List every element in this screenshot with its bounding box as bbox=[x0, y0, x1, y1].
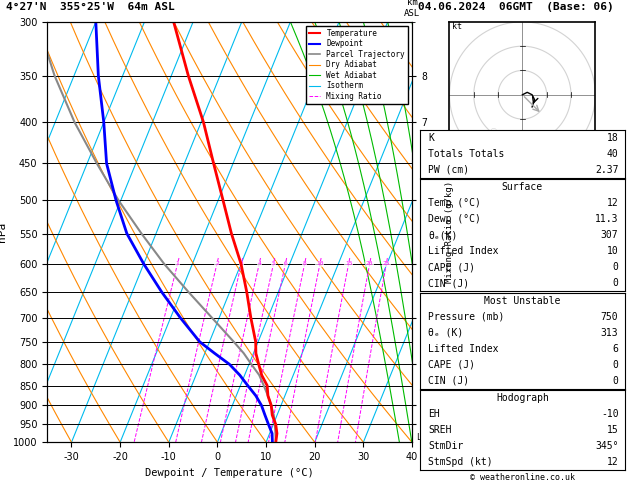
Text: CAPE (J): CAPE (J) bbox=[428, 360, 476, 369]
Text: CIN (J): CIN (J) bbox=[428, 376, 469, 385]
Text: θₑ(K): θₑ(K) bbox=[428, 230, 458, 240]
Text: ☉: ☉ bbox=[475, 144, 482, 153]
Text: 15: 15 bbox=[607, 425, 618, 435]
Text: 18: 18 bbox=[607, 133, 618, 142]
Text: 4°27'N  355°25'W  64m ASL: 4°27'N 355°25'W 64m ASL bbox=[6, 2, 175, 13]
Text: 2: 2 bbox=[215, 261, 219, 266]
Text: Mixing Ratio (g/kg): Mixing Ratio (g/kg) bbox=[445, 181, 454, 283]
Text: 12: 12 bbox=[607, 457, 618, 467]
Text: Surface: Surface bbox=[502, 182, 543, 192]
Text: 307: 307 bbox=[601, 230, 618, 240]
Text: Lifted Index: Lifted Index bbox=[428, 246, 499, 256]
Text: Totals Totals: Totals Totals bbox=[428, 149, 504, 158]
Text: 15: 15 bbox=[345, 261, 352, 266]
Text: 25: 25 bbox=[382, 261, 390, 266]
Text: 3: 3 bbox=[240, 261, 243, 266]
Text: 04.06.2024  06GMT  (Base: 06): 04.06.2024 06GMT (Base: 06) bbox=[418, 2, 614, 13]
Text: 0: 0 bbox=[613, 360, 618, 369]
Text: CIN (J): CIN (J) bbox=[428, 278, 469, 288]
Text: 20: 20 bbox=[366, 261, 374, 266]
Text: Dewp (°C): Dewp (°C) bbox=[428, 214, 481, 224]
Text: PW (cm): PW (cm) bbox=[428, 165, 469, 174]
Text: K: K bbox=[428, 133, 434, 142]
Y-axis label: hPa: hPa bbox=[0, 222, 8, 242]
Text: kt: kt bbox=[452, 22, 462, 31]
Text: StmDir: StmDir bbox=[428, 441, 464, 451]
Text: 12: 12 bbox=[607, 198, 618, 208]
Text: 11.3: 11.3 bbox=[595, 214, 618, 224]
Text: 6: 6 bbox=[613, 344, 618, 353]
Text: 0: 0 bbox=[613, 278, 618, 288]
Text: © weatheronline.co.uk: © weatheronline.co.uk bbox=[470, 473, 575, 482]
Text: 345°: 345° bbox=[595, 441, 618, 451]
Text: Temp (°C): Temp (°C) bbox=[428, 198, 481, 208]
Text: 10: 10 bbox=[316, 261, 324, 266]
Text: CAPE (J): CAPE (J) bbox=[428, 262, 476, 272]
Text: 1: 1 bbox=[175, 261, 179, 266]
Text: -10: -10 bbox=[601, 409, 618, 419]
Text: ☉: ☉ bbox=[465, 134, 472, 143]
Legend: Temperature, Dewpoint, Parcel Trajectory, Dry Adiabat, Wet Adiabat, Isotherm, Mi: Temperature, Dewpoint, Parcel Trajectory… bbox=[306, 26, 408, 104]
Text: SREH: SREH bbox=[428, 425, 452, 435]
Text: 40: 40 bbox=[607, 149, 618, 158]
Text: EH: EH bbox=[428, 409, 440, 419]
Text: 750: 750 bbox=[601, 312, 618, 322]
Text: 313: 313 bbox=[601, 328, 618, 337]
Text: θₑ (K): θₑ (K) bbox=[428, 328, 464, 337]
Text: 0: 0 bbox=[613, 262, 618, 272]
Text: 4: 4 bbox=[257, 261, 261, 266]
Text: Most Unstable: Most Unstable bbox=[484, 295, 560, 306]
Text: LCL: LCL bbox=[416, 433, 431, 442]
X-axis label: Dewpoint / Temperature (°C): Dewpoint / Temperature (°C) bbox=[145, 468, 314, 478]
Text: StmSpd (kt): StmSpd (kt) bbox=[428, 457, 493, 467]
Text: km
ASL: km ASL bbox=[404, 0, 420, 17]
Text: 5: 5 bbox=[272, 261, 276, 266]
Text: 8: 8 bbox=[303, 261, 306, 266]
Text: Hodograph: Hodograph bbox=[496, 393, 549, 403]
Text: 10: 10 bbox=[607, 246, 618, 256]
Text: 6: 6 bbox=[284, 261, 287, 266]
Text: ☉: ☉ bbox=[489, 127, 497, 136]
Text: Pressure (mb): Pressure (mb) bbox=[428, 312, 504, 322]
Text: 2.37: 2.37 bbox=[595, 165, 618, 174]
Text: Lifted Index: Lifted Index bbox=[428, 344, 499, 353]
Text: 0: 0 bbox=[613, 376, 618, 385]
